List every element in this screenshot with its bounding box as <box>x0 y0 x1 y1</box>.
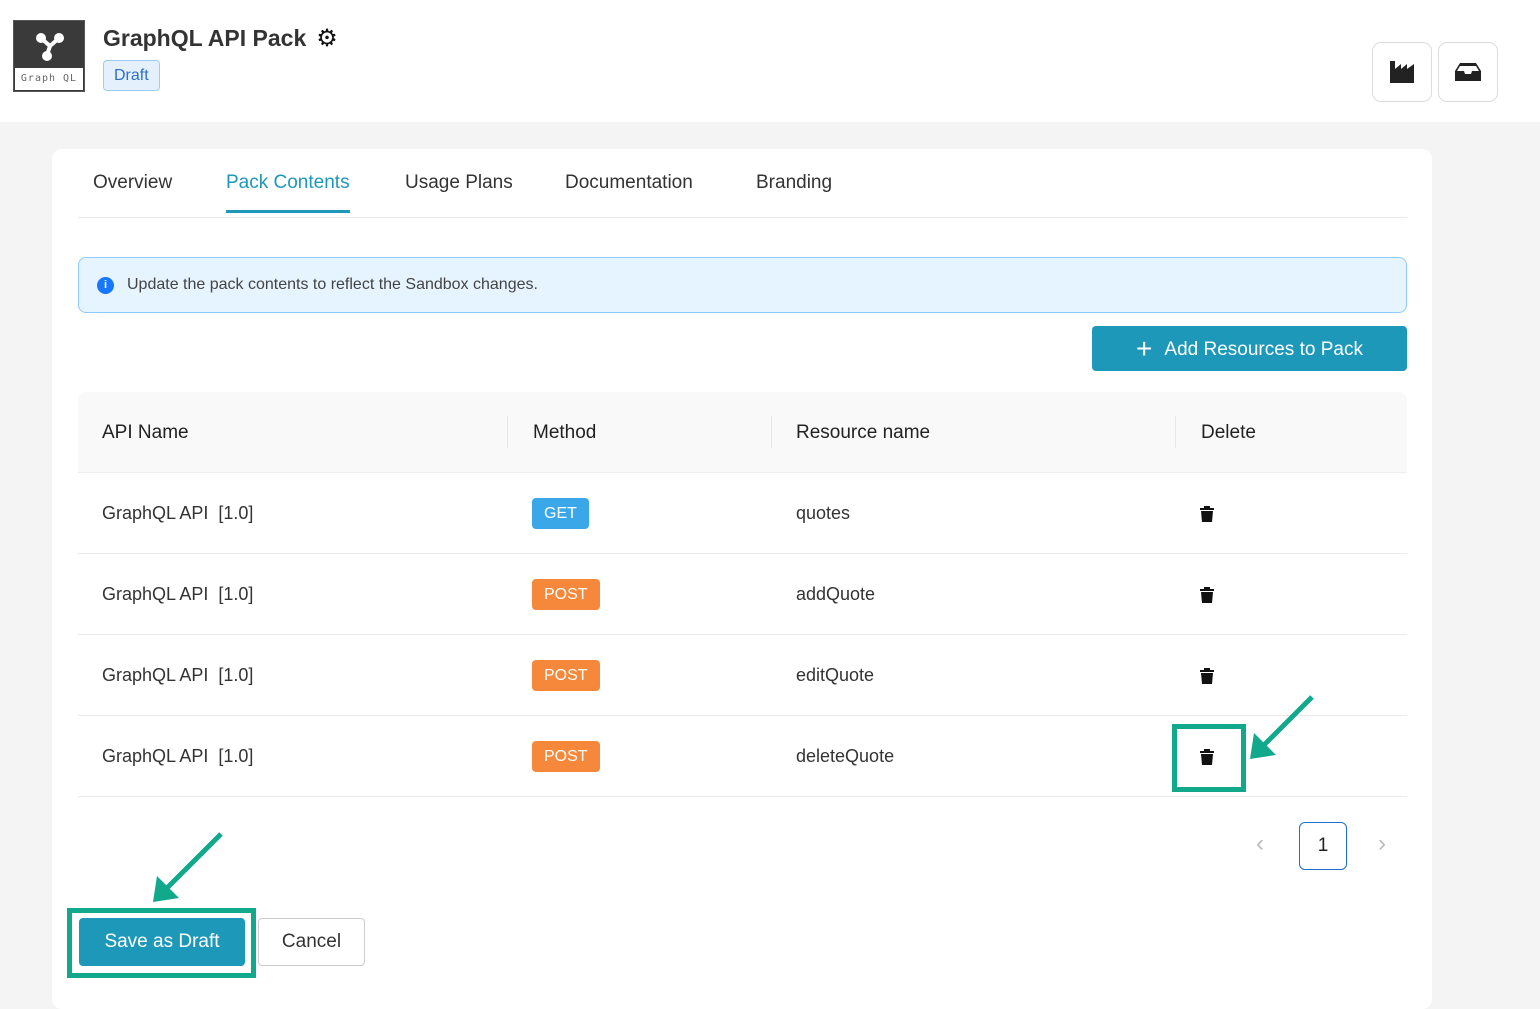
resources-table: API Name Method Resource name Delete Gra… <box>78 392 1407 797</box>
trash-icon[interactable] <box>1200 587 1214 603</box>
plus-icon: + <box>1136 333 1153 364</box>
resource-name: deleteQuote <box>796 746 895 766</box>
page-title: GraphQL API Pack <box>103 25 307 51</box>
add-resources-button[interactable]: + Add Resources to Pack <box>1092 326 1407 371</box>
page-1-button[interactable]: 1 <box>1299 822 1347 870</box>
table-row: GraphQL API [1.0] POST editQuote <box>78 635 1407 716</box>
trash-icon[interactable] <box>1200 506 1214 522</box>
status-badge: Draft <box>103 60 160 91</box>
tab-documentation[interactable]: Documentation <box>565 172 693 193</box>
method-badge: POST <box>532 741 600 772</box>
api-name: GraphQL API [1.0] <box>102 746 254 766</box>
tab-pack-contents[interactable]: Pack Contents <box>226 172 350 213</box>
highlight-box <box>1172 724 1246 792</box>
inbox-button[interactable] <box>1438 42 1498 102</box>
next-page-button[interactable]: › <box>1378 830 1386 857</box>
cancel-button[interactable]: Cancel <box>258 918 365 966</box>
title-row: GraphQL API Pack ⚙ <box>103 25 338 52</box>
api-name: GraphQL API [1.0] <box>102 665 254 685</box>
save-as-draft-button[interactable]: Save as Draft <box>79 918 245 966</box>
method-badge: POST <box>532 579 600 610</box>
col-api-name: API Name <box>102 422 189 443</box>
trash-icon[interactable] <box>1200 749 1214 765</box>
method-badge: GET <box>532 498 589 529</box>
api-name: GraphQL API [1.0] <box>102 584 254 604</box>
info-icon: i <box>97 277 114 294</box>
table-header: API Name Method Resource name Delete <box>78 392 1407 473</box>
page-header: Graph QL GraphQL API Pack ⚙ Draft <box>0 0 1540 122</box>
api-name: GraphQL API [1.0] <box>102 503 254 523</box>
resource-name: addQuote <box>796 584 876 604</box>
pack-card: Overview Pack Contents Usage Plans Docum… <box>52 149 1432 1009</box>
highlight-box <box>67 908 256 978</box>
table-row: GraphQL API [1.0] POST addQuote <box>78 554 1407 635</box>
alert-text: Update the pack contents to reflect the … <box>127 276 538 293</box>
factory-button[interactable] <box>1372 42 1432 102</box>
resource-name: quotes <box>796 503 851 523</box>
tab-branding[interactable]: Branding <box>756 172 833 193</box>
trash-icon[interactable] <box>1200 668 1214 684</box>
factory-icon <box>1390 61 1414 83</box>
graphql-logo: Graph QL <box>13 20 85 92</box>
table-row: GraphQL API [1.0] POST deleteQuote <box>78 716 1407 797</box>
gear-icon[interactable]: ⚙ <box>316 24 338 52</box>
prev-page-button[interactable]: ‹ <box>1256 830 1264 857</box>
method-badge: POST <box>532 660 600 691</box>
info-alert: i Update the pack contents to reflect th… <box>78 257 1407 313</box>
tab-overview[interactable]: Overview <box>93 172 173 193</box>
table-row: GraphQL API [1.0] GET quotes <box>78 473 1407 554</box>
col-method: Method <box>533 422 597 443</box>
col-resource: Resource name <box>796 422 931 443</box>
tab-usage-plans[interactable]: Usage Plans <box>405 172 513 193</box>
tab-bar: Overview Pack Contents Usage Plans Docum… <box>78 149 1407 218</box>
col-delete: Delete <box>1201 422 1256 443</box>
resource-name: editQuote <box>796 665 875 685</box>
inbox-icon <box>1455 63 1481 81</box>
